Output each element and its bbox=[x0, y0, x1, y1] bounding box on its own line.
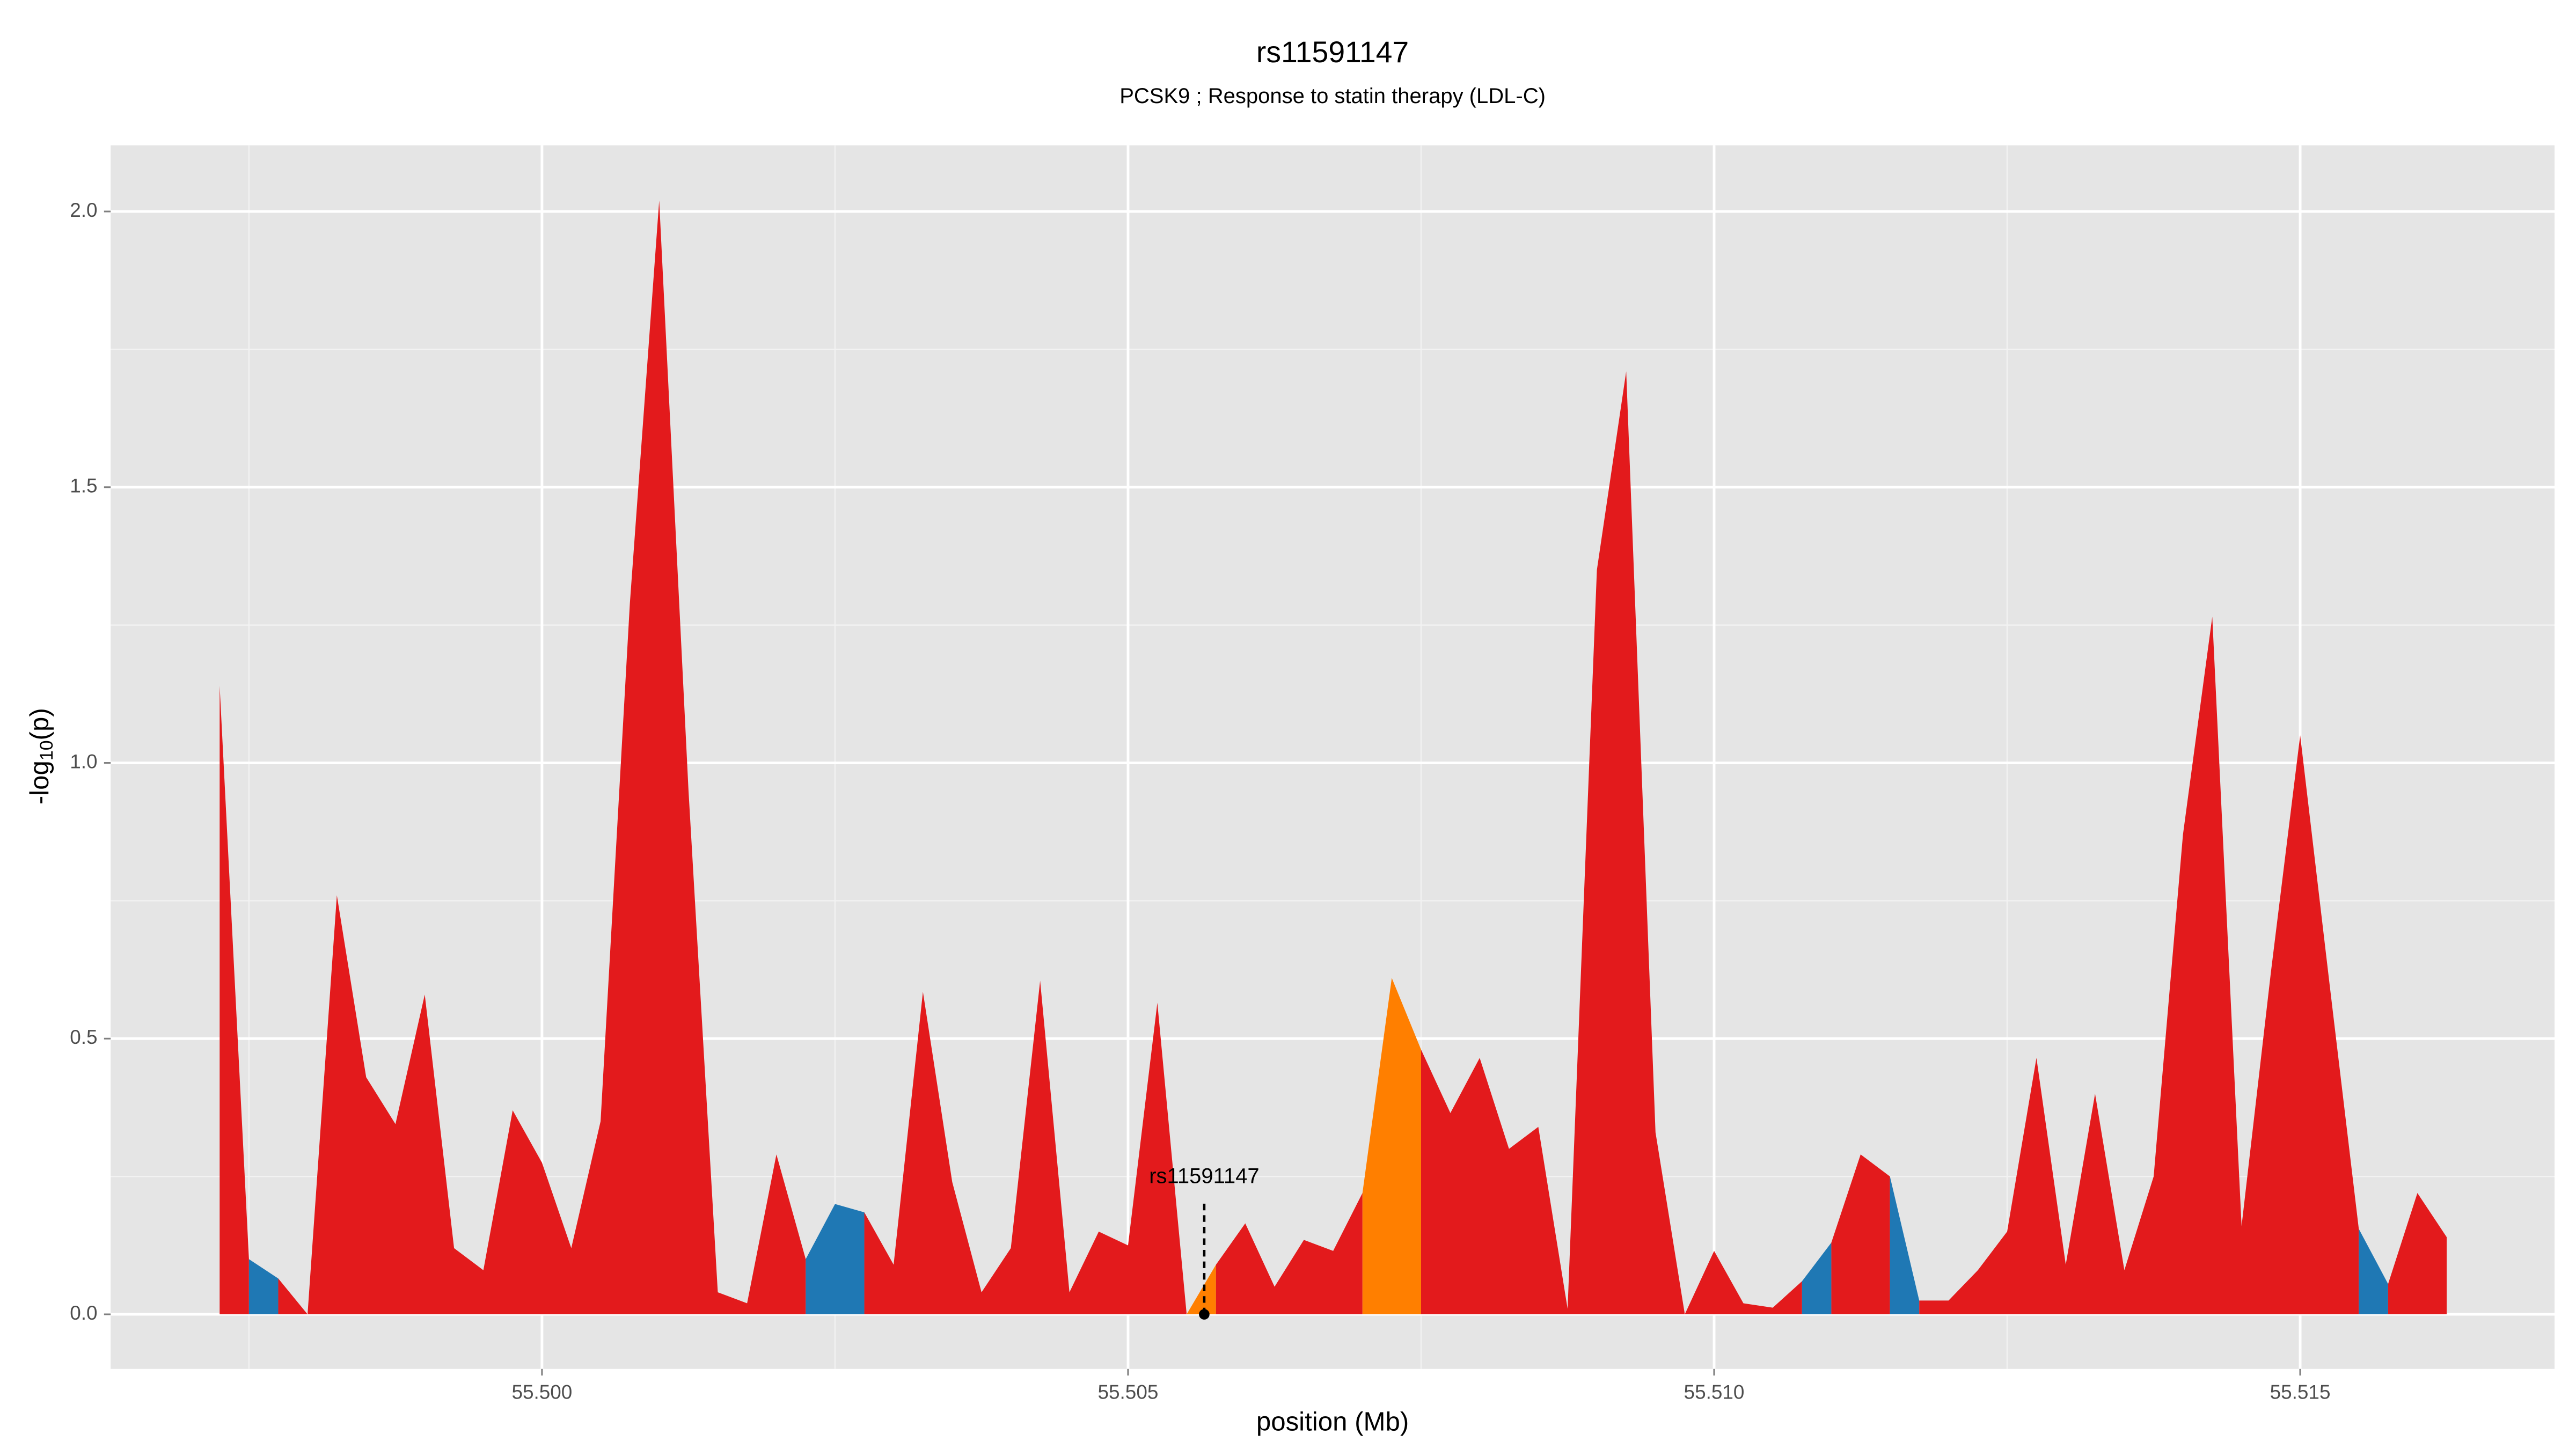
x-tick-label: 55.510 bbox=[1684, 1381, 1745, 1403]
area bbox=[1421, 371, 1802, 1315]
y-tick-label: 0.5 bbox=[70, 1026, 97, 1048]
area bbox=[1216, 1193, 1363, 1315]
y-tick-label: 2.0 bbox=[70, 199, 97, 221]
highlight-point bbox=[1199, 1309, 1210, 1320]
y-tick-label: 1.5 bbox=[70, 475, 97, 497]
grid bbox=[111, 145, 2555, 1369]
overlay: rs11591147 bbox=[1149, 1164, 1260, 1320]
area bbox=[219, 685, 249, 1315]
highlight-label: rs11591147 bbox=[1149, 1164, 1259, 1188]
area bbox=[1831, 1154, 1890, 1315]
y-label-part: (p) bbox=[25, 708, 54, 740]
y-axis-label: -log10(p) bbox=[25, 708, 57, 804]
x-tick-label: 55.500 bbox=[511, 1381, 572, 1403]
area bbox=[1362, 978, 1421, 1315]
x-tick-label: 55.505 bbox=[1098, 1381, 1159, 1403]
area bbox=[806, 1204, 865, 1315]
x-tick-label: 55.515 bbox=[2270, 1381, 2331, 1403]
area bbox=[1890, 1176, 1920, 1315]
area bbox=[2388, 1193, 2447, 1315]
chart-title: rs11591147 bbox=[1256, 35, 1409, 69]
x-axis-label: position (Mb) bbox=[1256, 1407, 1409, 1436]
area bbox=[1919, 617, 2359, 1315]
area bbox=[1802, 1242, 1832, 1315]
areas bbox=[219, 200, 2447, 1315]
y-tick-label: 0.0 bbox=[70, 1302, 97, 1324]
y-tick-label: 1.0 bbox=[70, 750, 97, 772]
area bbox=[278, 200, 806, 1315]
chart-subtitle: PCSK9 ; Response to statin therapy (LDL-… bbox=[1119, 84, 1546, 108]
area bbox=[864, 980, 1187, 1315]
y-label-part: -log bbox=[25, 760, 54, 804]
area bbox=[248, 1259, 279, 1315]
area bbox=[2359, 1228, 2388, 1315]
area bbox=[1187, 1264, 1216, 1315]
y-label-subscript: 10 bbox=[36, 740, 57, 760]
